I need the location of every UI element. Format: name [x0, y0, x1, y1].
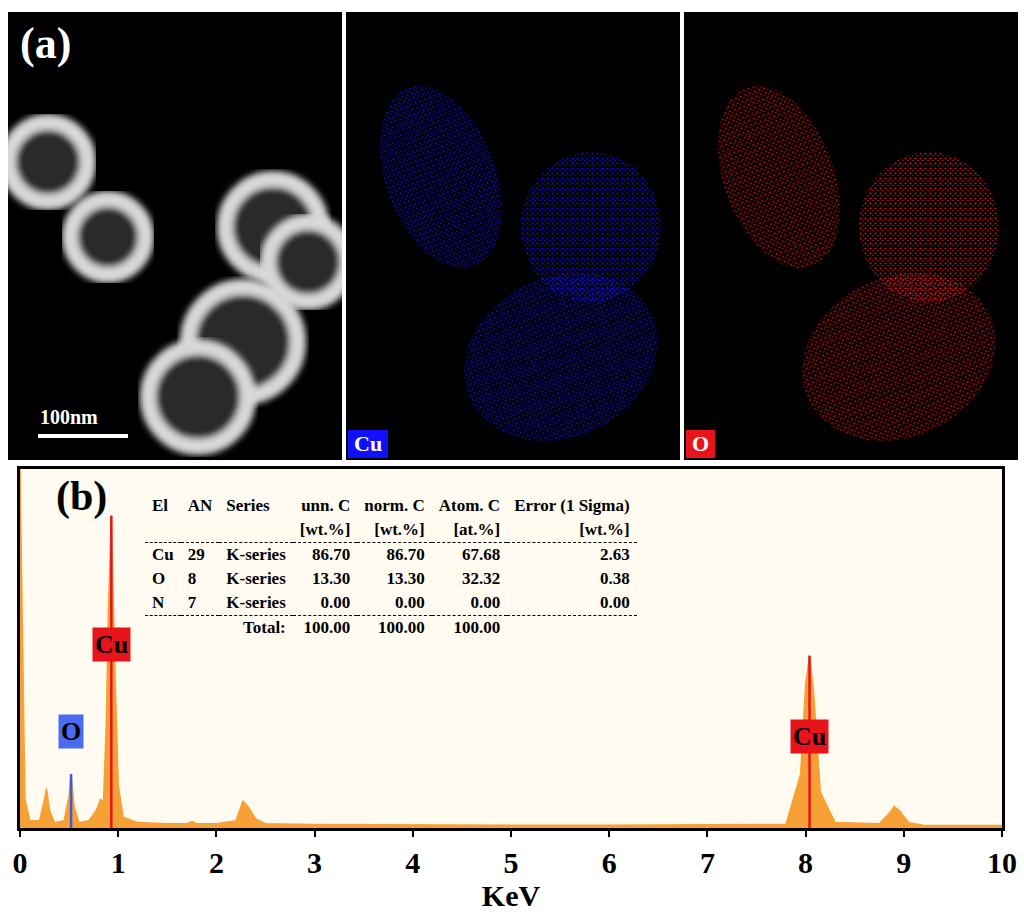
svg-text:6: 6 [602, 846, 617, 879]
html-text:K-series: K-series [226, 593, 286, 612]
svg-text:9: 9 [896, 846, 911, 879]
html-text:K-series: K-series [226, 545, 286, 564]
svg-text:Cu: Cu [95, 630, 128, 659]
svg-text:8: 8 [798, 846, 813, 879]
svg-text:O: O [61, 717, 81, 746]
html-text:100nm: 100nm [40, 406, 98, 428]
html-text:unn. C: unn. C [301, 496, 351, 515]
html-text:0.00: 0.00 [470, 593, 501, 612]
svg-text:3: 3 [307, 846, 322, 879]
html-text:100.00: 100.00 [453, 618, 501, 637]
svg-text:10: 10 [987, 846, 1017, 879]
html-text:Total:: Total: [243, 618, 286, 637]
svg-text:0: 0 [13, 846, 28, 879]
html-text:K-series: K-series [226, 569, 286, 588]
html-text:O: O [692, 431, 710, 456]
html-text:N: N [152, 593, 165, 612]
html-text:(a): (a) [20, 19, 72, 68]
svg-text:Cu: Cu [793, 722, 826, 751]
html-text:2.63: 2.63 [599, 545, 630, 564]
html-text:32.32: 32.32 [461, 569, 501, 588]
html-text:[wt.%]: [wt.%] [579, 520, 630, 539]
html-text:Series: Series [226, 496, 270, 515]
html-text:0.00: 0.00 [320, 593, 351, 612]
html-text:0.00: 0.00 [395, 593, 425, 612]
html-text:86.70: 86.70 [386, 545, 425, 564]
html-text:[wt.%]: [wt.%] [374, 520, 425, 539]
html-text:[wt.%]: [wt.%] [299, 520, 351, 539]
html-text:Cu: Cu [152, 545, 174, 564]
html-text:29: 29 [187, 545, 205, 564]
html-text:AN: AN [187, 496, 213, 515]
html-text:13.30: 13.30 [386, 569, 425, 588]
html-text:Cu: Cu [354, 431, 383, 456]
html-text:0.38: 0.38 [599, 569, 630, 588]
html-text:13.30: 13.30 [312, 569, 351, 588]
html-text:67.68: 67.68 [461, 545, 501, 564]
html-text:100.00: 100.00 [303, 618, 351, 637]
svg-text:7: 7 [700, 846, 715, 879]
html-text:86.70: 86.70 [312, 545, 351, 564]
svg-text:4: 4 [405, 846, 420, 879]
html-text:Atom. C: Atom. C [438, 496, 501, 515]
svg-text:2: 2 [209, 846, 224, 879]
svg-text:(b): (b) [56, 473, 107, 520]
html-text:8: 8 [187, 569, 197, 588]
svg-text:5: 5 [504, 846, 519, 879]
html-text:100.00: 100.00 [378, 618, 425, 637]
html-text:Error (1 Sigma): Error (1 Sigma) [514, 496, 630, 515]
svg-text:KeV: KeV [482, 879, 541, 912]
html-text:[at.%]: [at.%] [453, 520, 501, 539]
html-text:norm. C: norm. C [364, 496, 425, 515]
html-text:El: El [152, 496, 169, 515]
html-text:7: 7 [187, 593, 197, 612]
html-text:0.00: 0.00 [599, 593, 630, 612]
html-text:O: O [152, 569, 166, 588]
svg-text:1: 1 [111, 846, 126, 879]
